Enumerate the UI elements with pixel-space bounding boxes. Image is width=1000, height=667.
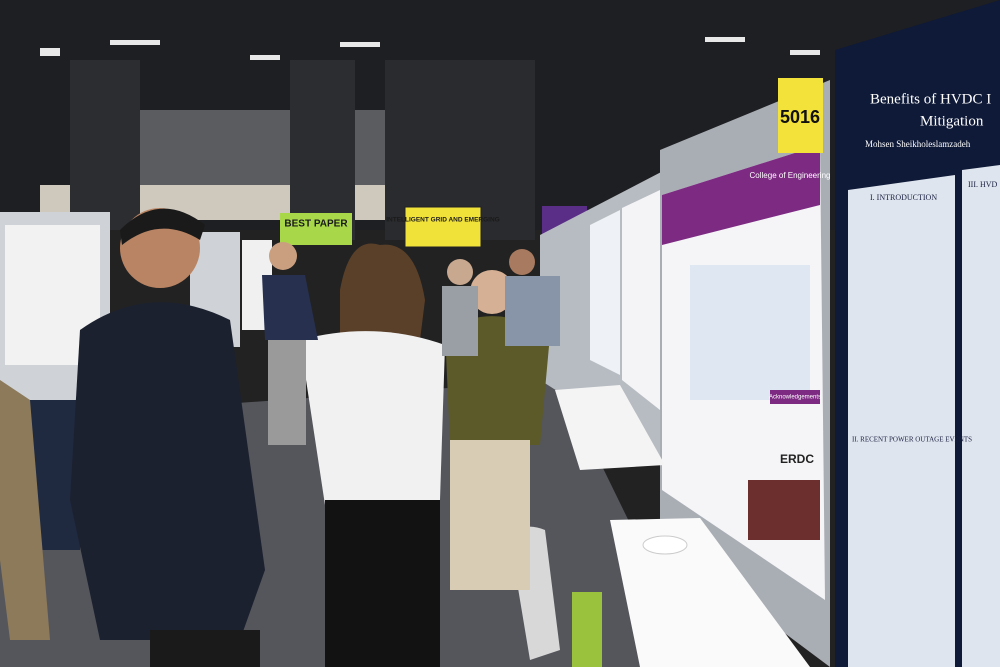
poster-photo (748, 480, 820, 540)
poster-text: Acknowledgements (769, 395, 821, 401)
poster-title: Mitigation (920, 113, 984, 129)
table (555, 385, 665, 470)
wall-panel (140, 110, 400, 185)
booth-number: 5016 (780, 107, 820, 127)
person (300, 243, 445, 667)
sign-text: BEST PAPER (284, 219, 348, 230)
person (262, 242, 318, 445)
poster-header (662, 145, 820, 245)
poster-text: ERDC (780, 452, 814, 466)
poster-column (962, 165, 1000, 667)
poster (622, 190, 660, 410)
poster-section-bar (770, 390, 820, 404)
session-sign (404, 206, 482, 248)
poster-heading: III. HVD (968, 180, 998, 189)
bottle (572, 592, 602, 667)
sign-text: INTELLIGENT GRID AND EMERGING (386, 217, 500, 224)
poster-heading: II. RECENT POWER OUTAGE EVENTS (852, 436, 972, 444)
poster-author: Mohsen Sheikholeslamzadeh (865, 139, 971, 149)
column (290, 60, 355, 240)
person (0, 380, 50, 640)
person (445, 270, 550, 590)
poster-heading: I. INTRODUCTION (870, 193, 937, 202)
poster-column (848, 175, 955, 667)
column (70, 60, 140, 230)
poster-title: Benefits of HVDC I (870, 91, 991, 107)
person (70, 208, 265, 667)
poster-figures (690, 265, 810, 400)
booth-sign (778, 78, 823, 153)
poster (590, 210, 620, 375)
table (610, 518, 810, 667)
poster-text: College of Engineering (750, 171, 831, 180)
session-sign (280, 213, 352, 245)
ceiling-lights (40, 37, 820, 60)
person (442, 249, 560, 356)
plate (642, 535, 688, 555)
